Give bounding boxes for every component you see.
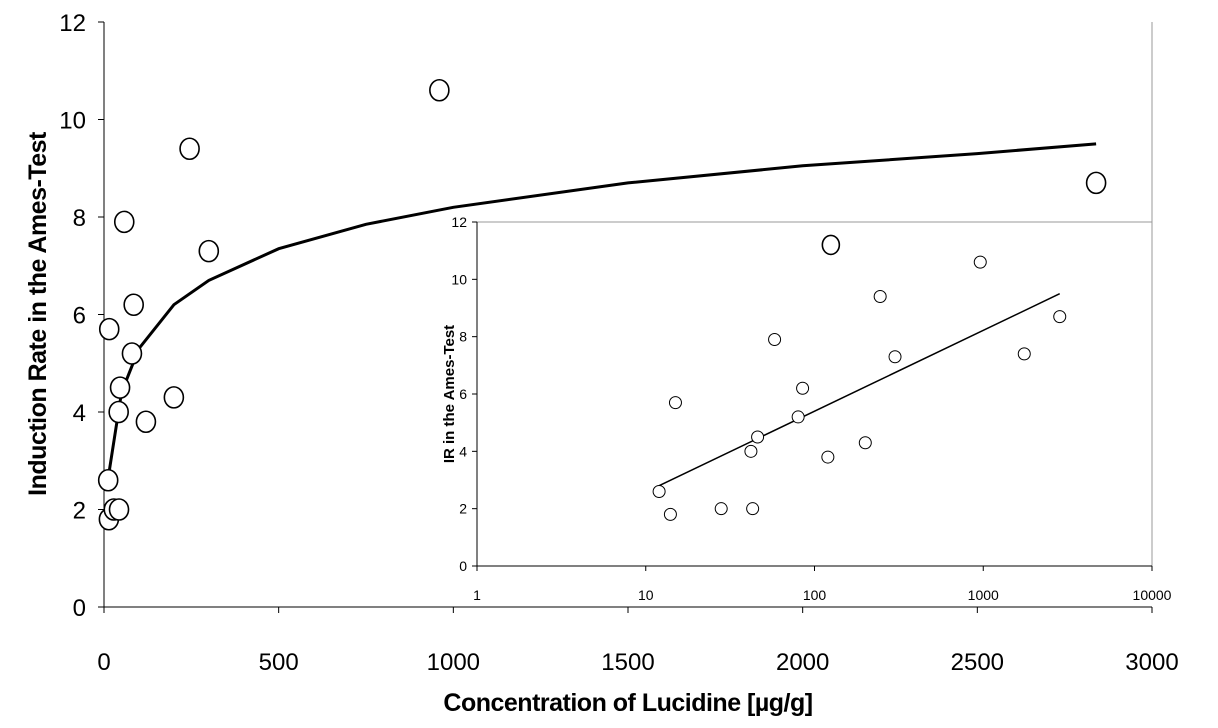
inset-y-axis-title: IR in the Ames-Test — [441, 325, 458, 463]
main-y-tick-label: 2 — [73, 498, 86, 525]
inset-y-tick-label: 10 — [451, 271, 467, 287]
main-y-tick-label: 4 — [73, 400, 86, 427]
inset-x-tick-label: 1000 — [968, 587, 999, 603]
inset-data-point — [652, 484, 666, 498]
main-data-point — [429, 78, 450, 102]
main-y-tick-label: 12 — [59, 10, 86, 37]
main-data-point — [163, 386, 185, 409]
inset-background — [477, 223, 1153, 567]
main-x-tick-label: 1500 — [601, 649, 654, 676]
main-data-point — [108, 498, 130, 521]
inset-x-tick-label: 1 — [473, 587, 481, 603]
inset-data-point — [1053, 310, 1067, 324]
inset-data-point — [751, 430, 765, 444]
main-x-axis-title: Concentration of Lucidine [µg/g] — [443, 689, 812, 717]
inset-y-tick-label: 2 — [459, 501, 467, 517]
inset-data-point — [668, 396, 682, 410]
main-x-tick-label: 2000 — [776, 649, 829, 676]
inset-y-tick-label: 8 — [459, 329, 467, 345]
main-x-tick-label: 3000 — [1125, 649, 1178, 676]
main-data-point — [109, 376, 131, 399]
inset-y-tick-label: 4 — [459, 443, 467, 459]
inset-y-tick-label: 0 — [459, 558, 467, 574]
main-data-points — [97, 78, 1107, 531]
main-y-tick-label: 0 — [73, 595, 86, 622]
main-data-point — [98, 317, 120, 341]
main-data-point — [1085, 171, 1107, 195]
inset-y-ticks: 0 2 4 6 8 10 12 — [451, 214, 477, 574]
inset-data-point — [821, 450, 835, 464]
main-y-ticks: 0 2 4 6 8 10 12 — [59, 10, 104, 622]
inset-x-tick-label: 100 — [803, 587, 827, 603]
main-y-tick-label: 6 — [73, 303, 86, 330]
inset-data-point — [791, 410, 805, 424]
inset-data-point — [714, 502, 728, 516]
inset-y-tick-label: 12 — [451, 214, 467, 230]
main-x-ticks: 0 500 1000 1500 2000 2500 3000 — [97, 607, 1179, 676]
main-x-tick-label: 500 — [259, 649, 299, 676]
inset-data-point — [858, 436, 872, 450]
inset-data-point — [888, 350, 902, 364]
inset-data-point — [796, 381, 810, 395]
main-data-point — [121, 342, 143, 365]
main-data-point — [108, 400, 129, 424]
main-x-tick-label: 0 — [97, 649, 110, 676]
inset-trendline — [658, 293, 1061, 487]
main-y-tick-label: 8 — [73, 205, 86, 232]
main-data-point — [123, 293, 144, 317]
inset-chart: 1 10 100 1000 10000 0 2 4 6 8 10 12 IR in the Ames… — [441, 214, 1172, 603]
main-data-point — [97, 468, 119, 492]
main-data-point — [113, 210, 135, 234]
main-y-axis-title: Induction Rate in the Ames-Test — [24, 131, 52, 496]
inset-data-point — [1017, 347, 1031, 361]
main-x-tick-label: 2500 — [951, 649, 1004, 676]
main-data-point — [135, 410, 157, 434]
inset-x-tick-label: 10000 — [1133, 587, 1172, 603]
inset-data-point — [746, 502, 760, 516]
main-data-point — [198, 239, 220, 263]
inset-y-tick-label: 6 — [459, 386, 467, 402]
inset-data-point — [663, 507, 677, 521]
inset-data-point — [873, 290, 887, 304]
inset-data-points — [652, 234, 1067, 521]
inset-data-point — [821, 234, 841, 256]
inset-x-tick-label: 10 — [638, 587, 654, 603]
main-x-tick-label: 1000 — [427, 649, 480, 676]
main-data-point — [179, 137, 200, 161]
inset-x-ticks: 1 10 100 1000 10000 — [473, 566, 1172, 603]
inset-data-point — [744, 444, 758, 458]
inset-data-point — [973, 255, 987, 269]
inset-data-point — [768, 333, 782, 347]
main-y-tick-label: 10 — [59, 108, 86, 135]
